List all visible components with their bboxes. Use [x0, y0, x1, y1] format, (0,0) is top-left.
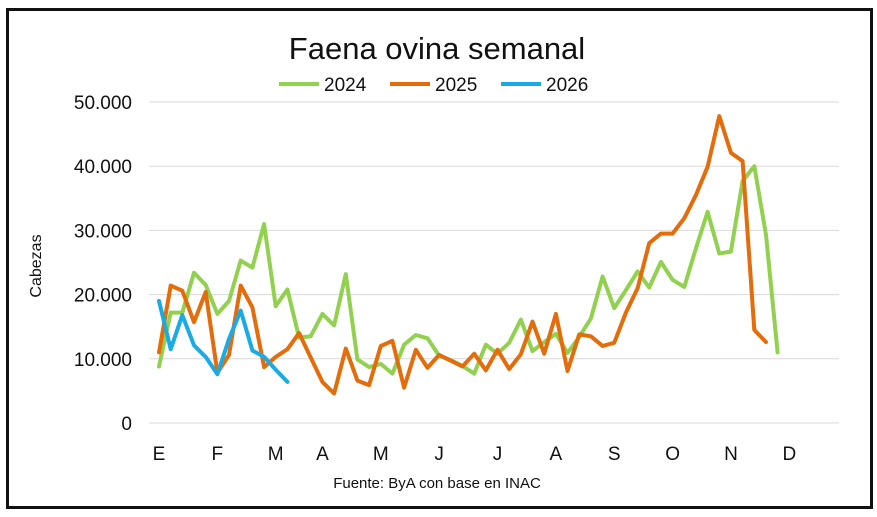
- x-tick-label: J: [493, 444, 503, 465]
- series-2024: [157, 164, 780, 376]
- series-line-2026: [157, 299, 290, 384]
- y-tick-label: 0: [121, 414, 132, 435]
- y-tick-label: 40.000: [74, 157, 132, 178]
- x-tick-label: M: [268, 444, 284, 465]
- x-tick-label: D: [782, 444, 796, 465]
- y-axis-label: Cabezas: [28, 234, 45, 297]
- chart-svg: Faena ovina semanal 2024 2025 2026 0 10.000…: [28, 31, 839, 492]
- x-tick-label: N: [724, 444, 738, 465]
- y-axis-ticks: 0 10.000 20.000 30.000 40.000 50.000: [74, 93, 132, 435]
- y-tick-label: 50.000: [74, 93, 132, 114]
- chart-frame: Faena ovina semanal 2024 2025 2026 0 10.000…: [6, 8, 873, 509]
- series-2026: [157, 299, 290, 384]
- x-tick-label: E: [153, 444, 166, 465]
- series-2025: [157, 114, 768, 396]
- series-lines: [157, 114, 780, 396]
- x-tick-label: J: [434, 444, 444, 465]
- legend-label-2025: 2025: [435, 75, 477, 96]
- x-tick-label: A: [316, 444, 329, 465]
- x-tick-label: O: [665, 444, 680, 465]
- legend-label-2024: 2024: [324, 75, 367, 96]
- y-tick-label: 30.000: [74, 221, 132, 242]
- x-tick-label: M: [373, 444, 389, 465]
- x-tick-label: A: [550, 444, 563, 465]
- legend-label-2026: 2026: [546, 75, 588, 96]
- chart-title: Faena ovina semanal: [289, 31, 585, 66]
- series-line-2024: [157, 164, 780, 376]
- x-tick-label: S: [608, 444, 621, 465]
- chart-legend: 2024 2025 2026: [279, 75, 588, 96]
- y-tick-label: 20.000: [74, 286, 132, 307]
- y-tick-label: 10.000: [74, 350, 132, 371]
- source-note: Fuente: ByA con base en INAC: [333, 475, 541, 492]
- x-tick-label: F: [212, 444, 224, 465]
- series-line-2025: [157, 114, 768, 396]
